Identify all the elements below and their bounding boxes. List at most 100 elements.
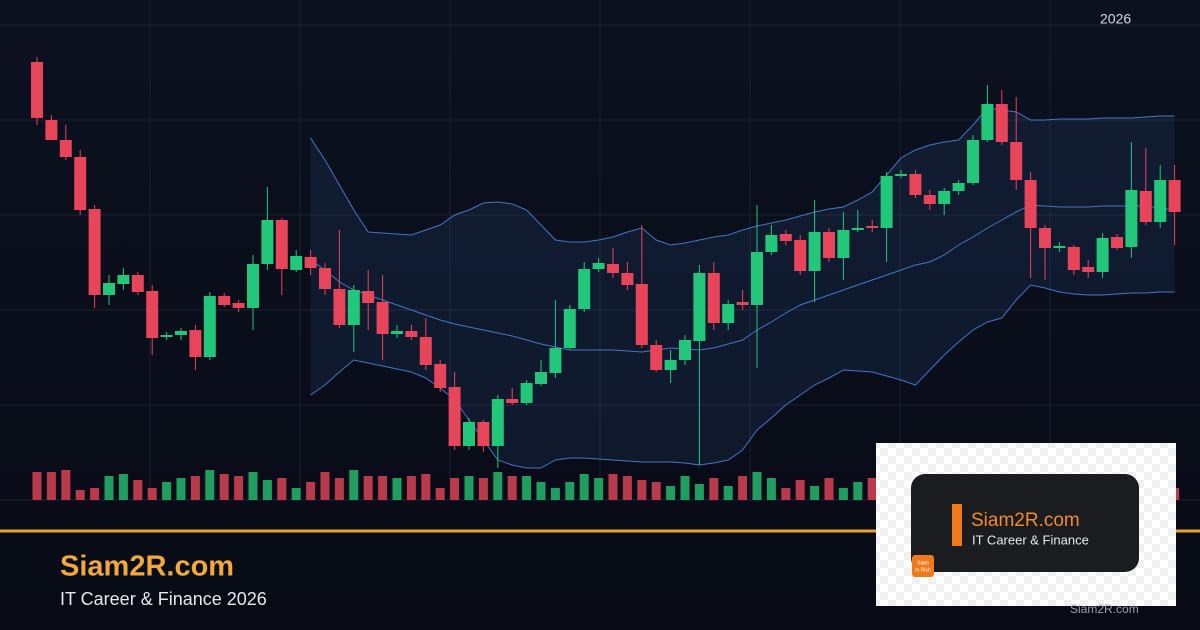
- volume-bar: [810, 486, 820, 500]
- candle-body: [837, 230, 850, 258]
- candle-body: [45, 120, 58, 140]
- volume-bar: [248, 472, 258, 500]
- candle-body: [679, 340, 691, 360]
- candle-body: [995, 104, 1008, 142]
- candle-body: [765, 235, 778, 252]
- candle-body: [549, 348, 562, 373]
- volume-bar: [277, 478, 287, 500]
- candle-body: [491, 399, 504, 446]
- volume-bar: [234, 476, 244, 500]
- volume-bar: [219, 474, 229, 500]
- volume-bar: [162, 482, 172, 500]
- volume-bar: [190, 476, 200, 500]
- volume-bar: [493, 472, 503, 500]
- volume-bar: [133, 480, 143, 500]
- candle-body: [722, 304, 735, 323]
- logo-tagline: IT Career & Finance: [972, 532, 1089, 547]
- volume-bar: [450, 478, 460, 500]
- candle-body: [650, 345, 663, 370]
- candle-body: [866, 226, 879, 228]
- candle-body: [1082, 267, 1095, 272]
- candle-body: [103, 283, 115, 295]
- volume-bar: [666, 486, 676, 500]
- brand-title: Siam2R.com: [60, 551, 234, 583]
- volume-bar: [104, 476, 114, 500]
- icon-text: Siam: [917, 560, 928, 566]
- candle-body: [707, 273, 720, 323]
- volume-bar: [723, 486, 733, 500]
- candle-body: [693, 273, 706, 341]
- candle-body: [477, 422, 490, 446]
- candle-body: [823, 232, 835, 258]
- candle-body: [607, 264, 619, 273]
- candle-body: [1139, 191, 1152, 222]
- candle-body: [808, 232, 821, 271]
- volume-bar: [118, 474, 128, 500]
- candle-body: [1111, 237, 1123, 248]
- volume-bar: [579, 474, 589, 500]
- candle-body: [1067, 247, 1080, 270]
- volume-bar: [406, 476, 416, 500]
- candle-body: [419, 337, 432, 365]
- candle-body: [175, 331, 187, 335]
- volume-bar: [565, 482, 575, 500]
- candle-body: [520, 383, 533, 403]
- volume-bar: [766, 478, 776, 500]
- volume-bar: [853, 482, 863, 500]
- candle-body: [59, 140, 72, 157]
- volume-bar: [478, 478, 488, 500]
- candle-body: [376, 302, 389, 334]
- plot: [0, 24, 1200, 501]
- candle-body: [1024, 180, 1037, 228]
- candle-body: [1154, 180, 1167, 222]
- volume-bar: [32, 472, 42, 500]
- volume-bar: [306, 482, 316, 500]
- candle-body: [290, 256, 303, 270]
- candle-body: [117, 275, 130, 284]
- volume-bar: [637, 480, 647, 500]
- logo-box: [911, 474, 1139, 572]
- band-fill: [310, 108, 1175, 468]
- candle-body: [189, 330, 202, 357]
- volume-bar: [795, 480, 805, 500]
- vertical-grid: [149, 0, 1051, 500]
- volume-bar: [320, 472, 330, 500]
- candle-body: [1096, 238, 1109, 272]
- candle-body: [218, 296, 231, 305]
- logo-icon: [912, 555, 934, 577]
- volume-bar: [651, 482, 661, 500]
- candle-body: [880, 176, 893, 228]
- candle-body: [131, 275, 144, 292]
- volume-bar: [824, 478, 834, 500]
- volume-bar: [522, 476, 532, 500]
- volume-bar: [75, 490, 85, 500]
- candle-body: [952, 183, 965, 191]
- candle-body: [146, 291, 159, 338]
- candle-body: [160, 335, 173, 337]
- candle-body: [391, 331, 403, 334]
- volume-bar: [594, 478, 604, 500]
- candle-body: [1053, 246, 1066, 248]
- candle-body: [203, 296, 216, 357]
- volume-bar: [363, 476, 373, 500]
- volume-bar: [738, 476, 748, 500]
- volume-bar: [838, 488, 848, 500]
- candle-body: [463, 422, 475, 446]
- candle-body: [664, 360, 677, 370]
- candle-body: [779, 234, 792, 241]
- volume-bar: [709, 478, 719, 500]
- candle-body: [981, 104, 994, 140]
- candle-body: [1010, 142, 1023, 180]
- candle-body: [938, 191, 951, 204]
- volume-bar: [421, 474, 431, 500]
- volume-bar: [550, 488, 560, 500]
- volume-bar: [680, 476, 690, 500]
- volume-bar: [392, 478, 402, 500]
- candle-body: [434, 364, 447, 388]
- volume-bar: [378, 476, 388, 500]
- volume-bar: [176, 478, 186, 500]
- volume-bar: [752, 472, 762, 500]
- candle-body: [563, 309, 576, 348]
- candle-body: [1168, 180, 1181, 212]
